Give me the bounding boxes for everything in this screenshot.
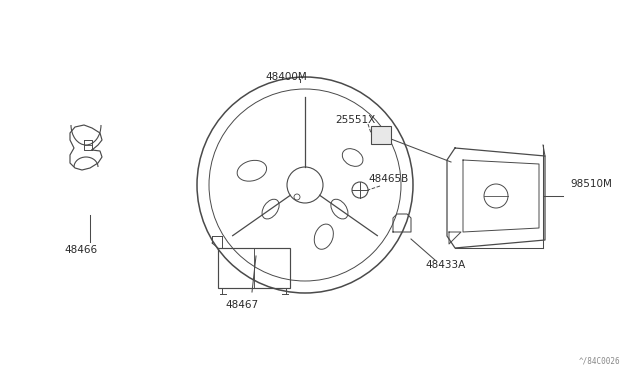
- Text: 48466: 48466: [64, 245, 97, 255]
- Text: 48400M: 48400M: [265, 72, 307, 82]
- Text: 25551X: 25551X: [335, 115, 375, 125]
- Text: 98510M: 98510M: [570, 179, 612, 189]
- Bar: [218, 248, 290, 288]
- Bar: [371, 126, 391, 144]
- Text: 48433A: 48433A: [425, 260, 465, 270]
- Text: 48467: 48467: [225, 300, 258, 310]
- Text: 48465B: 48465B: [368, 174, 408, 184]
- Text: ^/84C0026: ^/84C0026: [579, 356, 620, 365]
